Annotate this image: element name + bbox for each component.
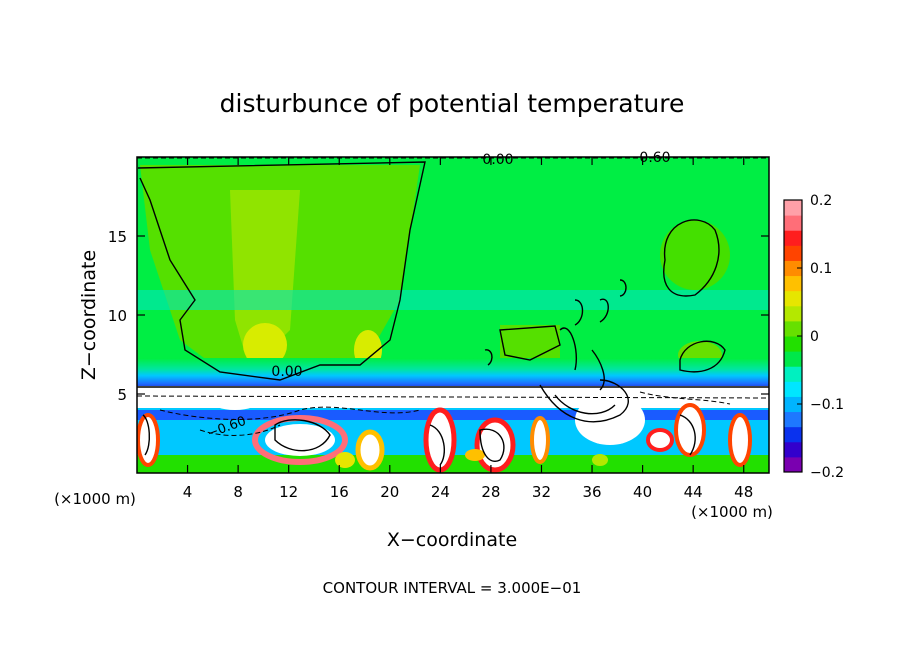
- colorbar-swatch: [784, 290, 802, 307]
- contour-interval-text: CONTOUR INTERVAL = 3.000E−01: [323, 579, 582, 597]
- y-tick-label: 5: [117, 386, 127, 404]
- colorbar-swatch: [784, 351, 802, 367]
- colorbar-swatch: [784, 245, 802, 261]
- colorbar-swatch: [784, 336, 802, 352]
- x-unit-left: (×1000 m): [54, 490, 136, 508]
- plot-area: [137, 157, 769, 473]
- colorbar-swatch: [784, 366, 802, 382]
- colorbar-swatch: [784, 441, 802, 458]
- colorbar-tick-label: −0.1: [810, 397, 844, 413]
- x-tick-label: 36: [582, 483, 601, 501]
- x-unit-right: (×1000 m): [691, 503, 773, 521]
- colorbar-swatch: [784, 275, 802, 292]
- colorbar-tick-label: 0.1: [810, 261, 832, 277]
- x-tick-label: 16: [330, 483, 349, 501]
- colorbar-swatch: [784, 411, 802, 428]
- colorbar-swatch: [784, 260, 802, 277]
- x-tick-label: 20: [380, 483, 399, 501]
- x-tick-label: 4: [183, 483, 193, 501]
- x-tick-label: 44: [684, 483, 703, 501]
- x-tick-label: 8: [233, 483, 243, 501]
- x-axis: 4 8 12 16 20 24 28 32 36 40 44 48: [183, 157, 753, 501]
- y-tick-label: 10: [108, 307, 127, 325]
- x-tick-label: 28: [481, 483, 500, 501]
- y-axis: 5 10 15: [108, 228, 769, 404]
- colorbar-tick-label: 0: [810, 329, 819, 345]
- colorbar: 0.2 0.1 0 −0.1 −0.2: [783, 193, 844, 481]
- x-tick-label: 24: [431, 483, 450, 501]
- colorbar-swatch: [784, 396, 802, 413]
- x-axis-label: X−coordinate: [387, 529, 517, 551]
- colorbar-swatch: [784, 305, 802, 322]
- x-tick-label: 12: [279, 483, 298, 501]
- colorbar-swatch: [784, 456, 802, 473]
- colorbar-tick-label: −0.2: [810, 465, 844, 481]
- colorbar-swatch: [784, 426, 802, 443]
- contour-label-top-right: 0.60: [639, 150, 670, 166]
- colorbar-swatch: [784, 200, 802, 216]
- y-axis-label: Z−coordinate: [78, 250, 100, 380]
- colorbar-tick-label: 0.2: [810, 193, 832, 209]
- chart-title: disturbunce of potential temperature: [220, 89, 685, 118]
- colorbar-swatch: [784, 320, 802, 337]
- x-tick-label: 40: [633, 483, 652, 501]
- colorbar-swatch: [784, 230, 802, 246]
- x-tick-label: 48: [734, 483, 753, 501]
- y-tick-label: 15: [108, 228, 127, 246]
- contour-label-top-left: 0.00: [482, 152, 513, 168]
- x-tick-label: 32: [532, 483, 551, 501]
- contour-label-mid: 0.00: [271, 364, 302, 380]
- colorbar-swatch: [784, 215, 802, 231]
- colorbar-swatch: [784, 381, 802, 397]
